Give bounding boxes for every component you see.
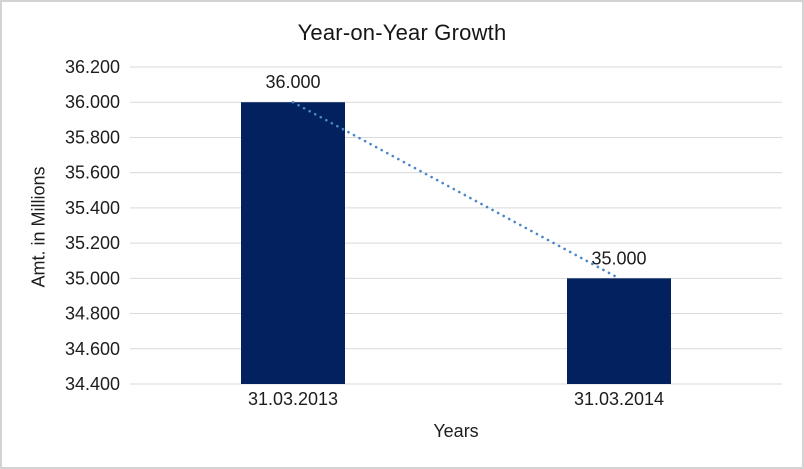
- y-tick-label: 36.000: [65, 92, 120, 112]
- x-category-label: 31.03.2013: [248, 389, 338, 409]
- chart-title: Year-on-Year Growth: [297, 20, 507, 45]
- bar-data-label: 36.000: [265, 72, 320, 92]
- trendline-dotted: [291, 100, 621, 280]
- y-tick-label: 35.400: [65, 198, 120, 218]
- bar-data-label: 35.000: [591, 248, 646, 268]
- y-tick-label: 34.400: [65, 374, 120, 394]
- y-tick-label: 35.200: [65, 233, 120, 253]
- y-tick-label: 34.600: [65, 339, 120, 359]
- bar: [241, 102, 345, 384]
- y-tick-label: 36.200: [65, 57, 120, 77]
- x-axis-title: Years: [433, 421, 479, 441]
- bar: [567, 278, 671, 384]
- y-tick-label: 35.600: [65, 163, 120, 183]
- x-category-label: 31.03.2014: [574, 389, 664, 409]
- y-tick-label: 35.000: [65, 268, 120, 288]
- y-tick-label: 35.800: [65, 127, 120, 147]
- y-tick-label: 34.800: [65, 304, 120, 324]
